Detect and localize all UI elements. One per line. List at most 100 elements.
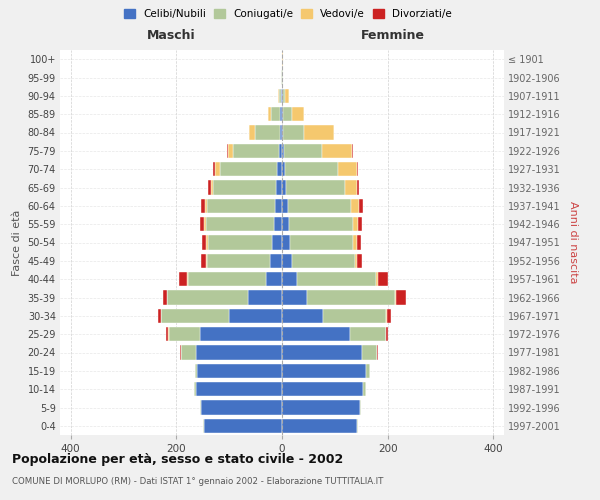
Bar	[376, 272, 378, 286]
Bar	[233, 144, 279, 158]
Bar	[282, 272, 297, 286]
Y-axis label: Anni di nascita: Anni di nascita	[568, 201, 578, 284]
Bar	[292, 107, 304, 122]
Bar	[322, 144, 352, 158]
Bar	[357, 162, 358, 176]
Bar	[282, 107, 283, 122]
Bar	[200, 198, 205, 213]
Bar	[208, 236, 272, 250]
Bar	[290, 236, 353, 250]
Bar	[220, 162, 277, 176]
Bar	[254, 126, 280, 140]
Bar	[396, 290, 406, 304]
Bar	[338, 162, 357, 176]
Bar	[271, 254, 282, 268]
Bar	[196, 364, 197, 378]
Bar	[378, 272, 388, 286]
Bar	[280, 107, 282, 122]
Bar	[278, 88, 280, 103]
Bar	[207, 254, 271, 268]
Bar	[280, 126, 282, 140]
Bar	[283, 126, 304, 140]
Bar	[353, 236, 357, 250]
Bar	[213, 162, 215, 176]
Bar	[266, 272, 282, 286]
Text: COMUNE DI MORLUPO (RM) - Dati ISTAT 1° gennaio 2002 - Elaborazione TUTTITALIA.IT: COMUNE DI MORLUPO (RM) - Dati ISTAT 1° g…	[12, 478, 383, 486]
Bar	[282, 382, 364, 396]
Bar	[227, 144, 228, 158]
Bar	[282, 217, 289, 232]
Bar	[282, 180, 286, 194]
Bar	[282, 327, 350, 342]
Bar	[346, 180, 357, 194]
Bar	[228, 144, 233, 158]
Bar	[275, 198, 282, 213]
Bar	[166, 327, 169, 342]
Bar	[386, 327, 388, 342]
Bar	[280, 88, 281, 103]
Bar	[167, 290, 248, 304]
Bar	[200, 400, 201, 414]
Text: Maschi: Maschi	[146, 28, 196, 42]
Bar	[271, 107, 280, 122]
Bar	[289, 217, 353, 232]
Bar	[249, 126, 254, 140]
Bar	[272, 236, 282, 250]
Bar	[200, 217, 204, 232]
Bar	[188, 272, 266, 286]
Bar	[353, 217, 358, 232]
Bar	[357, 236, 361, 250]
Bar	[204, 418, 282, 433]
Bar	[204, 217, 206, 232]
Legend: Celibi/Nubili, Coniugati/e, Vedovi/e, Divorziati/e: Celibi/Nubili, Coniugati/e, Vedovi/e, Di…	[120, 5, 456, 24]
Bar	[395, 290, 396, 304]
Bar	[282, 144, 284, 158]
Bar	[206, 236, 208, 250]
Bar	[282, 198, 289, 213]
Bar	[282, 308, 323, 323]
Bar	[163, 290, 167, 304]
Bar	[213, 180, 275, 194]
Bar	[284, 144, 322, 158]
Bar	[289, 198, 351, 213]
Bar	[206, 217, 274, 232]
Bar	[274, 217, 282, 232]
Bar	[279, 144, 282, 158]
Bar	[358, 217, 362, 232]
Bar	[196, 346, 282, 360]
Bar	[197, 364, 282, 378]
Bar	[362, 346, 377, 360]
Bar	[202, 236, 206, 250]
Bar	[215, 162, 220, 176]
Bar	[207, 198, 275, 213]
Bar	[282, 290, 307, 304]
Bar	[357, 418, 358, 433]
Bar	[158, 308, 161, 323]
Bar	[282, 236, 290, 250]
Bar	[304, 126, 334, 140]
Bar	[360, 400, 361, 414]
Bar	[282, 418, 357, 433]
Bar	[179, 272, 187, 286]
Bar	[282, 126, 283, 140]
Bar	[200, 254, 206, 268]
Bar	[201, 400, 282, 414]
Bar	[161, 308, 229, 323]
Bar	[196, 382, 282, 396]
Bar	[268, 107, 271, 122]
Bar	[180, 346, 181, 360]
Bar	[285, 162, 338, 176]
Bar	[211, 180, 213, 194]
Bar	[364, 382, 365, 396]
Bar	[248, 290, 282, 304]
Y-axis label: Fasce di età: Fasce di età	[12, 210, 22, 276]
Bar	[181, 346, 196, 360]
Bar	[194, 382, 196, 396]
Bar	[208, 180, 211, 194]
Bar	[377, 346, 378, 360]
Bar	[350, 327, 386, 342]
Bar	[386, 308, 391, 323]
Bar	[282, 364, 365, 378]
Bar	[205, 198, 207, 213]
Bar	[307, 290, 395, 304]
